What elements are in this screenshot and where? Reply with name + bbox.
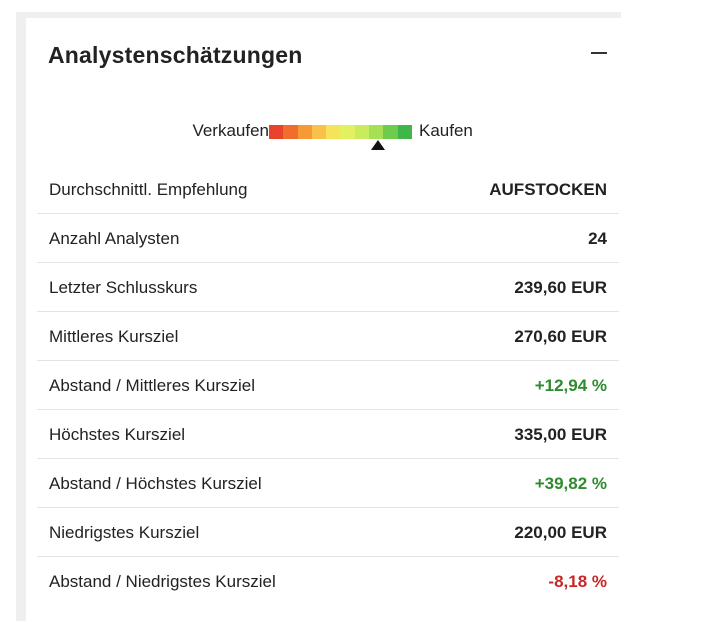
rating-segment: [269, 125, 284, 139]
analyst-estimates-panel: Analystenschätzungen Verkaufen Kaufen Du…: [16, 12, 621, 621]
table-row: Letzter Schlusskurs 239,60 EUR: [37, 263, 619, 312]
table-row: Niedrigstes Kursziel 220,00 EUR: [37, 508, 619, 557]
rating-segment: [340, 125, 355, 139]
metric-label: Abstand / Höchstes Kursziel: [49, 474, 262, 493]
table-row: Abstand / Mittleres Kursziel +12,94 %: [37, 361, 619, 410]
rating-segment: [297, 125, 312, 139]
metric-label: Niedrigstes Kursziel: [49, 523, 200, 542]
metric-value: AUFSTOCKEN: [489, 180, 607, 199]
scale-sell-label: Verkaufen: [192, 121, 269, 140]
rating-segment: [354, 125, 370, 139]
panel-title: Analystenschätzungen: [48, 42, 303, 68]
metric-value: -8,18 %: [548, 572, 607, 591]
rating-segment: [397, 125, 412, 139]
minus-icon[interactable]: [589, 42, 609, 62]
table-row: Mittleres Kursziel 270,60 EUR: [37, 312, 619, 361]
metric-value: 24: [588, 229, 607, 248]
triangle-up-icon: [370, 140, 385, 150]
metric-value: 270,60 EUR: [514, 327, 607, 346]
rating-scale: Verkaufen Kaufen: [26, 121, 621, 151]
rating-gradient-bar: [269, 125, 412, 150]
metric-label: Letzter Schlusskurs: [49, 278, 198, 297]
metric-label: Abstand / Niedrigstes Kursziel: [49, 572, 276, 591]
metric-label: Höchstes Kursziel: [49, 425, 186, 444]
rating-segment: [383, 125, 398, 139]
metric-value: +12,94 %: [534, 376, 607, 395]
metrics-table: Durchschnittl. Empfehlung AUFSTOCKEN Anzah…: [37, 165, 619, 606]
metric-value: 239,60 EUR: [514, 278, 607, 297]
metric-label: Mittleres Kursziel: [49, 327, 179, 346]
table-row: Durchschnittl. Empfehlung AUFSTOCKEN: [37, 165, 619, 214]
metric-label: Abstand / Mittleres Kursziel: [49, 376, 255, 395]
metric-value: 335,00 EUR: [514, 425, 607, 444]
metric-value: +39,82 %: [534, 474, 607, 493]
table-row: Anzahl Analysten 24: [37, 214, 619, 263]
rating-segment: [311, 125, 327, 139]
table-row: Höchstes Kursziel 335,00 EUR: [37, 410, 619, 459]
table-row: Abstand / Niedrigstes Kursziel -8,18 %: [37, 557, 619, 606]
rating-segment: [369, 125, 384, 139]
metric-label: Anzahl Analysten: [49, 229, 180, 248]
rating-segment: [283, 125, 298, 139]
metric-label: Durchschnittl. Empfehlung: [49, 180, 248, 199]
metric-value: 220,00 EUR: [514, 523, 607, 542]
table-row: Abstand / Höchstes Kursziel +39,82 %: [37, 459, 619, 508]
rating-segment: [326, 125, 341, 139]
scale-buy-label: Kaufen: [419, 121, 473, 140]
